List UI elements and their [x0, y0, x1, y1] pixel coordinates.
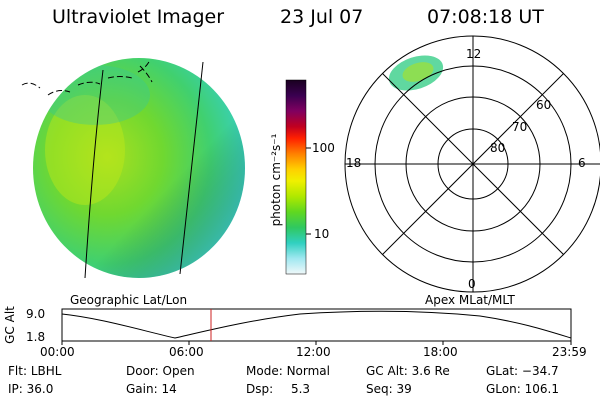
mlat-label-70: 70: [512, 120, 528, 134]
glon-label: GLon:: [486, 382, 521, 396]
glat-value: −34.7: [521, 364, 559, 378]
geographic-image: [21, 58, 245, 279]
filter-value: LBHL: [30, 364, 62, 378]
ip-label: IP:: [8, 382, 23, 396]
mode-status: Mode: Normal: [246, 364, 330, 378]
gc-altitude-value: 3.6 Re: [411, 364, 450, 378]
gain-label: Gain:: [126, 382, 158, 396]
observation-date: 23 Jul 07: [280, 6, 364, 28]
time-tick-1800: 18:00: [423, 345, 458, 359]
glat-status: GLat: −34.7: [486, 364, 559, 378]
colorbar-unit-label: photon cm⁻²s⁻¹: [269, 133, 283, 227]
altitude-plot: [61, 308, 572, 345]
coastline-outline: [21, 59, 153, 96]
seq-status: Seq: 39: [366, 382, 412, 396]
seq-label: Seq:: [366, 382, 393, 396]
mlt-label-6: 6: [578, 156, 586, 170]
mlt-label-12: 12: [466, 47, 482, 61]
ip-status: IP: 36.0: [8, 382, 53, 396]
gain-status: Gain: 14: [126, 382, 177, 396]
gc-altitude-label: GC Alt:: [366, 364, 408, 378]
time-tick-2359: 23:59: [552, 345, 587, 359]
colorbar-tick-100: 100: [312, 141, 335, 155]
door-value: Open: [162, 364, 195, 378]
filter-label: Flt:: [8, 364, 27, 378]
seq-value: 39: [396, 382, 412, 396]
gain-value: 14: [161, 382, 177, 396]
dsp-value: 5.3: [290, 382, 311, 396]
longitude-line: [179, 61, 204, 275]
glon-status: GLon: 106.1: [486, 382, 559, 396]
instrument-title: Ultraviolet Imager: [52, 6, 225, 28]
glon-value: 106.1: [524, 382, 559, 396]
mlat-label-60: 60: [536, 98, 552, 112]
gc-altitude-status: GC Alt: 3.6 Re: [366, 364, 450, 378]
altitude-ytick-max: 9.0: [26, 307, 46, 321]
apex-caption: Apex MLat/MLT: [425, 293, 515, 307]
door-status: Door: Open: [126, 364, 195, 378]
mlat-label-80: 80: [490, 141, 506, 155]
mode-label: Mode:: [246, 364, 283, 378]
altitude-curve: [61, 310, 572, 339]
altitude-ylabel: GC Alt: [3, 306, 17, 344]
filter-status: Flt: LBHL: [8, 364, 61, 378]
dsp-status: Dsp: 5.3: [246, 382, 310, 396]
door-label: Door:: [126, 364, 159, 378]
colorbar: [285, 79, 311, 275]
longitude-line: [84, 69, 104, 279]
ip-value: 36.0: [26, 382, 54, 396]
time-tick-0000: 00:00: [40, 345, 75, 359]
colorbar-tick-10: 10: [314, 227, 330, 241]
time-tick-0600: 06:00: [169, 345, 204, 359]
mlt-label-0: 0: [468, 277, 476, 291]
mode-value: Normal: [286, 364, 330, 378]
polar-plot: [344, 35, 600, 293]
dsp-label: Dsp:: [246, 382, 274, 396]
geographic-caption: Geographic Lat/Lon: [70, 293, 188, 307]
glat-label: GLat:: [486, 364, 519, 378]
mlt-label-18: 18: [346, 156, 362, 170]
altitude-ytick-min: 1.8: [26, 330, 46, 344]
time-tick-1200: 12:00: [296, 345, 331, 359]
observation-time: 07:08:18 UT: [427, 6, 544, 28]
